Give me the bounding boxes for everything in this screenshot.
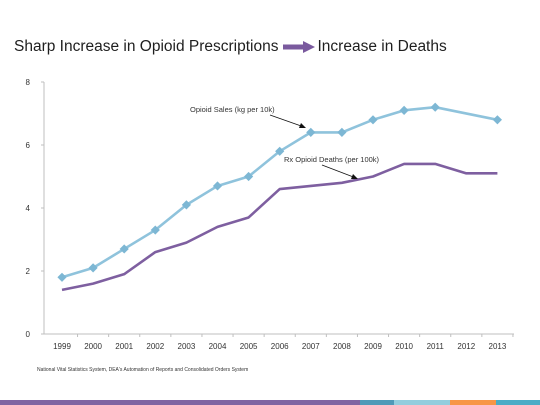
deaths-annotation-label: Rx Opioid Deaths (per 100k)	[284, 155, 380, 164]
sales-point	[399, 105, 409, 115]
y-tick-label: 4	[26, 204, 31, 213]
title-left: Sharp Increase in Opioid Prescriptions	[14, 38, 279, 55]
x-tick-label: 2013	[489, 342, 507, 351]
sales-series-line	[61, 105, 498, 279]
footer-color-segment	[360, 400, 394, 405]
sales-point	[150, 225, 160, 235]
sales-point	[119, 244, 129, 254]
x-tick-label: 1999	[53, 342, 71, 351]
x-tick-label: 2010	[395, 342, 413, 351]
sales-point	[181, 200, 191, 210]
opioid-chart: 0 2 4 6 8 1999 2000 2001 2002 2003 2004 2005 2006 200…	[26, 78, 514, 351]
footer-color-segment	[496, 400, 540, 405]
x-tick-label: 2007	[302, 342, 320, 351]
y-tick-label: 8	[26, 78, 31, 87]
deaths-annotation-pointer	[321, 164, 357, 179]
x-tick-label: 2009	[364, 342, 382, 351]
sales-point	[306, 127, 316, 137]
sales-point	[57, 272, 67, 282]
title-arrow-icon	[282, 41, 315, 53]
sales-point	[275, 146, 285, 156]
footer-color-bar	[0, 400, 540, 405]
sales-point	[430, 102, 440, 112]
sales-point	[492, 115, 502, 125]
x-tick-label: 2004	[209, 342, 227, 351]
sales-annotation-arrowhead	[299, 123, 306, 128]
y-tick-label: 0	[26, 330, 31, 339]
title-right: Increase in Deaths	[317, 38, 447, 55]
x-tick-label: 2005	[240, 342, 258, 351]
x-tick-label: 2002	[146, 342, 164, 351]
x-tick-label: 2012	[457, 342, 475, 351]
x-tick-label: 2001	[115, 342, 133, 351]
x-tick-label: 2011	[427, 342, 445, 351]
source-note: National Vital Statistics System, DEA's …	[37, 367, 249, 373]
x-tick-label: 2008	[333, 342, 351, 351]
sales-point	[337, 127, 347, 137]
x-tick-label: 2003	[178, 342, 196, 351]
deaths-annotation-arrowhead	[351, 174, 358, 179]
sales-point	[244, 171, 254, 182]
deaths-series-line	[61, 162, 498, 292]
footer-color-segment	[0, 400, 360, 405]
footer-color-segment	[450, 400, 496, 405]
sales-annotation-label: Opioid Sales (kg per 10k)	[190, 105, 275, 114]
footer-color-segment	[394, 400, 450, 405]
slide-title: Sharp Increase in Opioid Prescriptions I…	[14, 38, 534, 56]
y-tick-label: 2	[26, 267, 31, 276]
x-tick-label: 2000	[84, 342, 102, 351]
sales-annotation-pointer	[269, 114, 305, 128]
sales-point	[212, 181, 223, 191]
sales-point	[368, 115, 378, 125]
y-tick-label: 6	[26, 141, 31, 150]
x-tick-label: 2006	[271, 342, 289, 351]
